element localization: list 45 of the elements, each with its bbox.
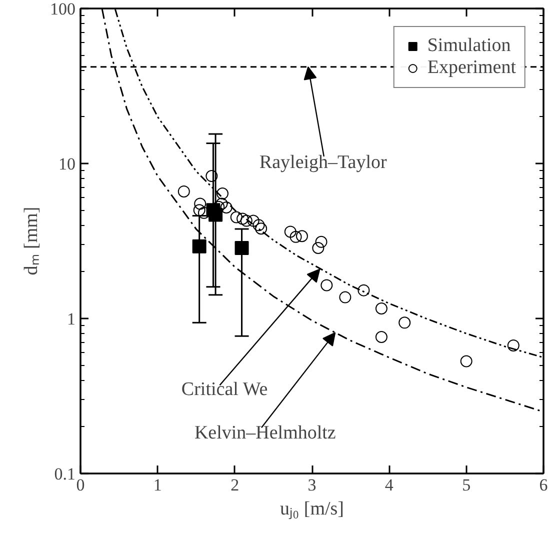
point	[240, 214, 252, 227]
point	[206, 170, 218, 182]
x-tick-label: 4	[384, 476, 394, 494]
point	[216, 188, 228, 200]
legend-label: Experiment	[427, 57, 516, 79]
point	[236, 212, 249, 225]
x-tick-label: 0	[76, 476, 85, 494]
point	[507, 339, 520, 352]
annotation: Rayleigh–Taylor	[259, 152, 388, 173]
point	[247, 214, 260, 227]
y-tick-label: 1	[67, 310, 76, 328]
x-tick-label: 6	[539, 476, 548, 494]
point	[178, 185, 190, 198]
point	[194, 198, 206, 210]
point	[255, 222, 268, 235]
point	[220, 202, 232, 214]
y-tick-label: 100	[50, 0, 76, 18]
point	[193, 204, 206, 216]
y-tick-label: 10	[58, 154, 76, 174]
point	[230, 211, 242, 224]
point	[192, 239, 206, 254]
point	[358, 284, 370, 296]
point	[284, 226, 296, 238]
point	[252, 219, 265, 232]
legend-label: Simulation	[427, 35, 511, 57]
point	[296, 230, 308, 242]
point	[460, 355, 472, 368]
y-tick-label: 0.1	[54, 464, 76, 484]
annotation: Critical We	[181, 379, 268, 400]
x-axis-title: uⱼ₀ [m/s]	[280, 498, 344, 520]
point	[320, 279, 333, 292]
x-tick-label: 2	[230, 476, 240, 494]
point	[398, 316, 411, 329]
point	[234, 241, 249, 255]
x-tick-label: 5	[462, 476, 471, 494]
point	[315, 236, 328, 248]
point	[290, 230, 302, 243]
point	[375, 302, 388, 314]
y-axis-title: dₘ [mm]	[21, 206, 42, 276]
point	[339, 291, 352, 304]
point	[375, 330, 388, 343]
x-tick-label: 3	[308, 476, 316, 494]
x-tick-label: 1	[153, 476, 162, 494]
annotation: Kelvin–Helmholtz	[194, 422, 336, 444]
point	[312, 242, 324, 254]
